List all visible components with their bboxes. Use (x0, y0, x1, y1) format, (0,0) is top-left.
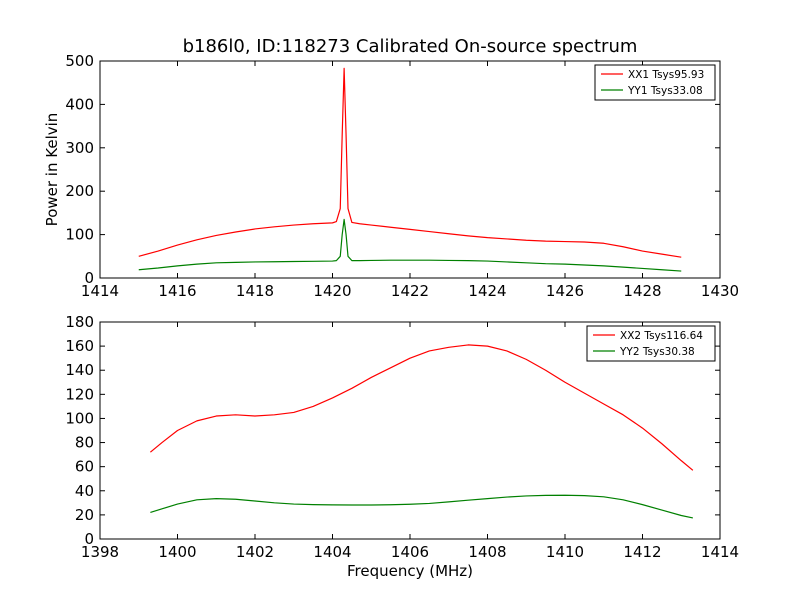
x-tick-label: 1398 (81, 543, 119, 561)
x-tick-label: 1402 (236, 543, 274, 561)
legend-label: YY1 Tsys33.08 (627, 85, 703, 97)
x-tick-label: 1420 (313, 282, 351, 300)
x-tick-label: 1412 (623, 543, 661, 561)
series-line-yy2 (150, 494, 693, 519)
legend-label: YY2 Tsys30.38 (619, 346, 695, 358)
y-tick-label: 180 (65, 313, 94, 331)
legend-label: XX2 Tsys116.64 (620, 330, 703, 342)
x-tick-label: 1418 (236, 282, 274, 300)
x-tick-label: 1408 (468, 543, 506, 561)
series-line-xx1 (138, 67, 682, 258)
x-tick-label: 1406 (391, 543, 429, 561)
y-tick-label: 200 (65, 182, 94, 200)
x-tick-label: 1414 (81, 282, 119, 300)
x-tick-label: 1400 (158, 543, 196, 561)
x-tick-label: 1416 (158, 282, 196, 300)
y-tick-label: 100 (65, 409, 94, 427)
x-tick-label: 1424 (468, 282, 506, 300)
x-tick-label: 1410 (546, 543, 584, 561)
x-tick-label: 1404 (313, 543, 351, 561)
y-tick-label: 400 (65, 95, 94, 113)
x-tick-label: 1422 (391, 282, 429, 300)
y-tick-label: 120 (65, 385, 94, 403)
y-tick-label: 20 (75, 506, 94, 524)
y-tick-label: 60 (75, 458, 94, 476)
y-tick-label: 40 (75, 482, 94, 500)
legend-label: XX1 Tsys95.93 (628, 69, 704, 81)
chart-title: b186l0, ID:118273 Calibrated On-source s… (183, 36, 638, 57)
x-tick-label: 1426 (546, 282, 584, 300)
y-tick-label: 500 (65, 52, 94, 70)
y-tick-label: 140 (65, 361, 94, 379)
legend: XX1 Tsys95.93 YY1 Tsys33.08 (594, 64, 716, 101)
y-tick-label: 0 (84, 269, 94, 287)
y-axis-label: Power in Kelvin (43, 113, 61, 227)
x-axis-label: Frequency (MHz) (347, 562, 473, 580)
y-tick-label: 100 (65, 226, 94, 244)
x-tick-label: 1428 (623, 282, 661, 300)
y-tick-label: 0 (84, 530, 94, 548)
legend-box (586, 325, 716, 362)
x-tick-label: 1430 (701, 282, 739, 300)
chart-panel-1: 1414 1416 1418 1420 1422 1424 1426 1428 1430 0 100… (43, 36, 739, 300)
y-tick-label: 80 (75, 434, 94, 452)
series-line-yy1 (138, 218, 682, 272)
y-tick-label: 160 (65, 337, 94, 355)
legend: XX2 Tsys116.64 YY2 Tsys30.38 (586, 325, 716, 362)
legend-box (594, 64, 716, 101)
series-line-xx2 (149, 344, 694, 471)
y-tick-label: 300 (65, 139, 94, 157)
chart-panel-2: 1398 1400 1402 1404 1406 1408 1410 1412 1414 0 20 4… (65, 313, 739, 580)
x-tick-label: 1414 (701, 543, 739, 561)
